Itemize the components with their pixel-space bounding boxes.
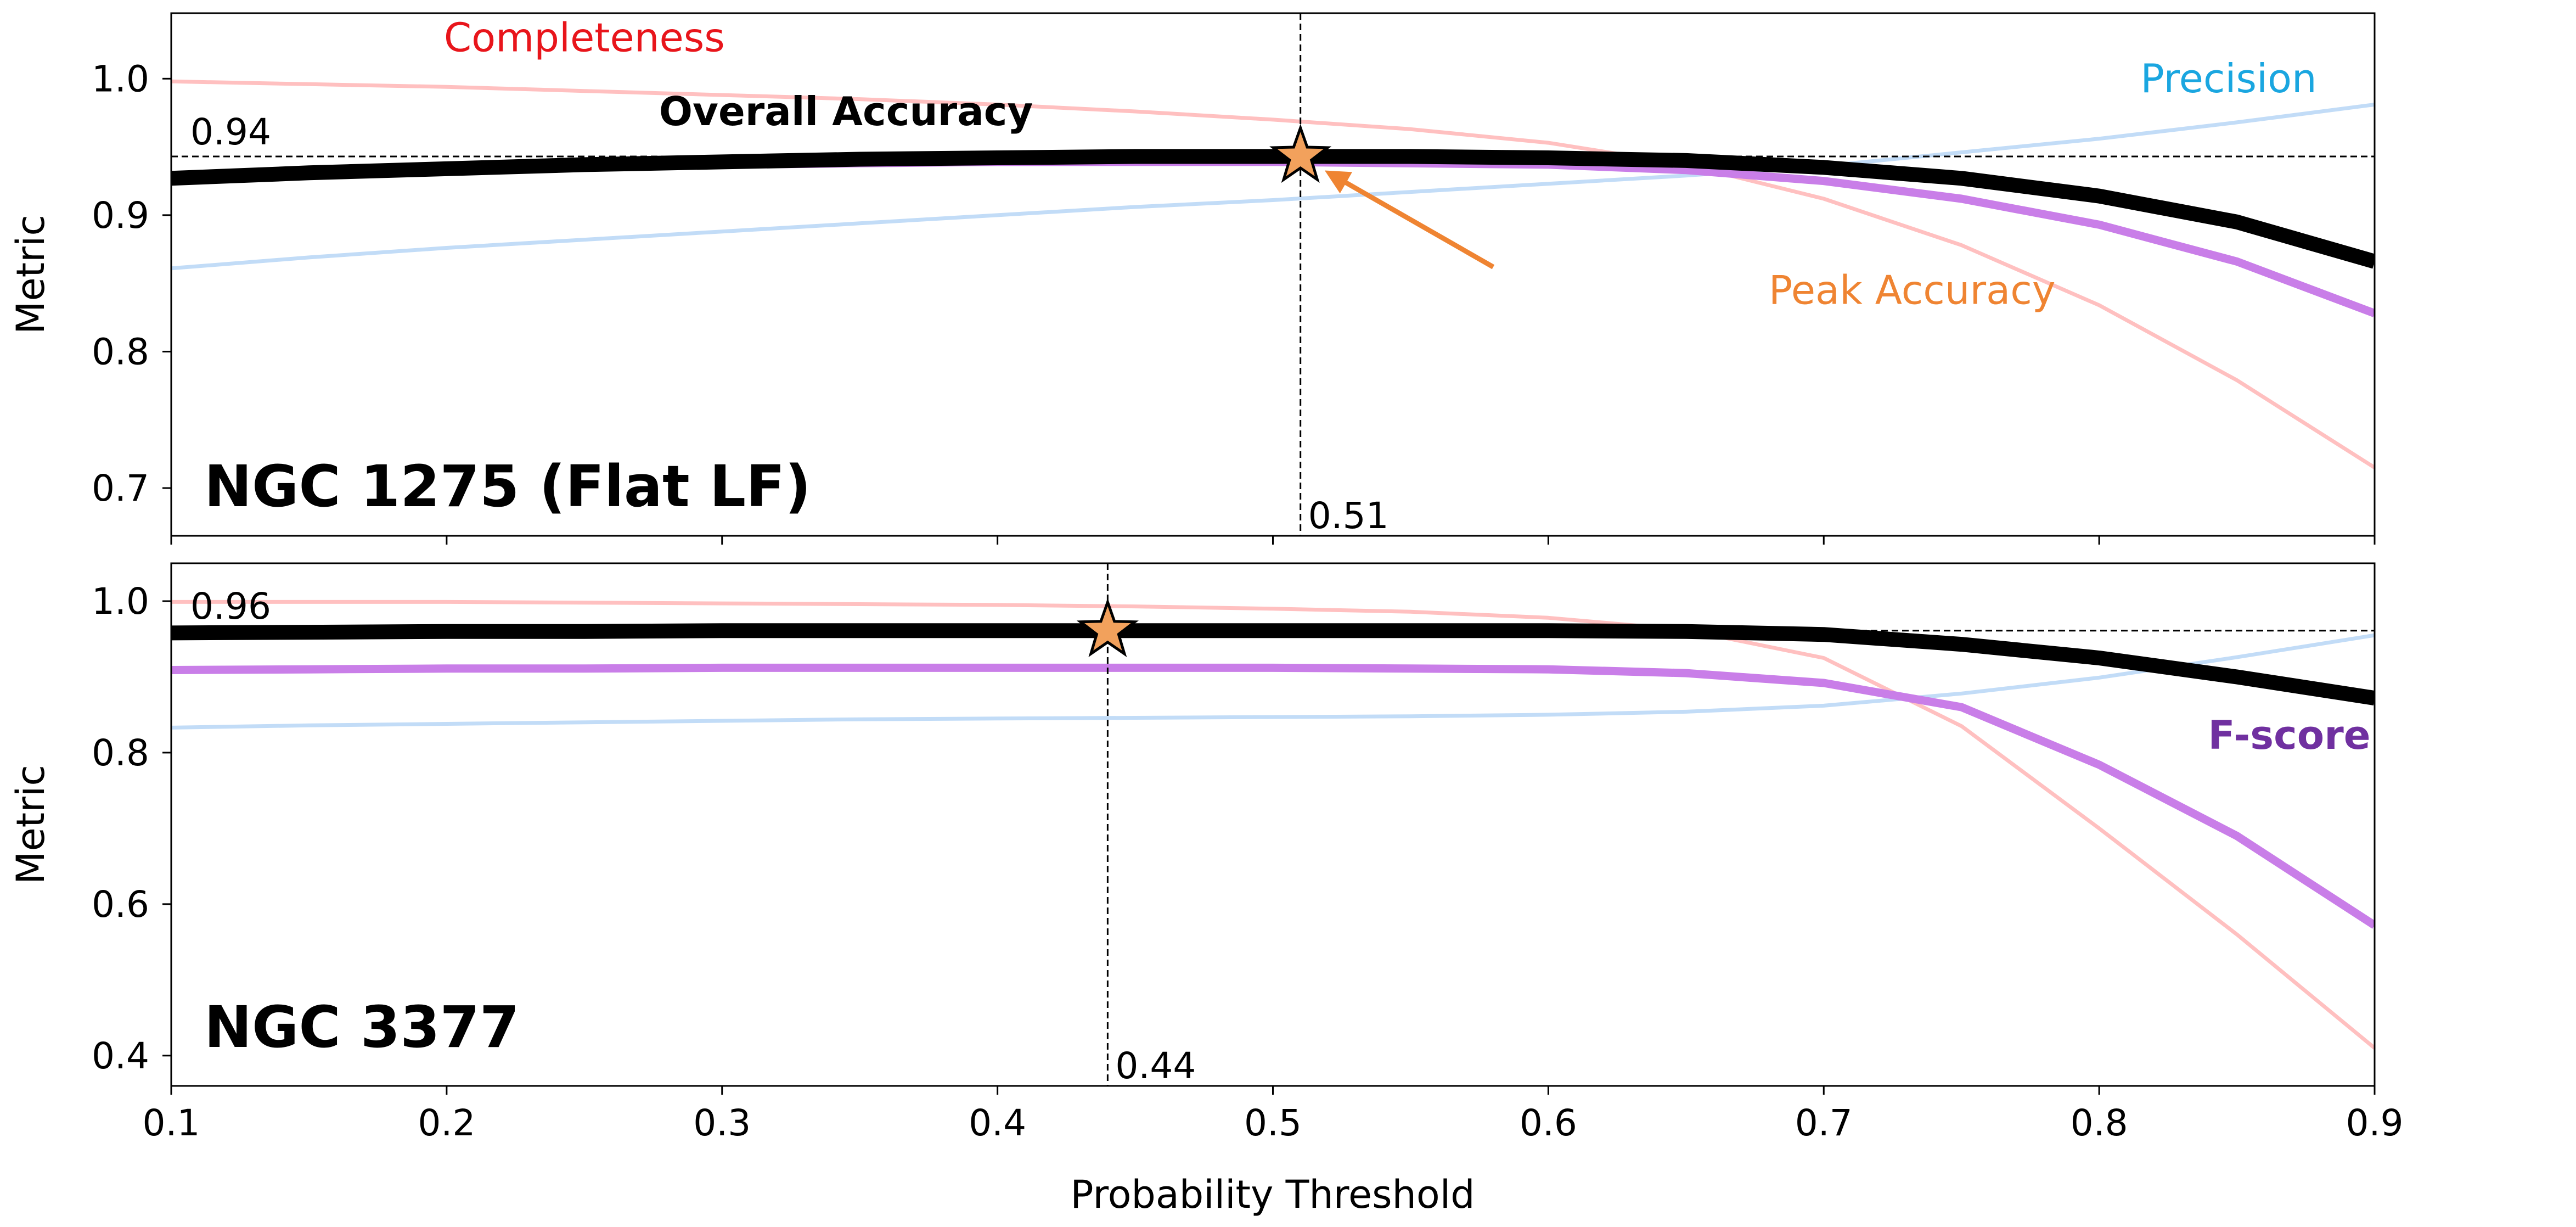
axes: 0.4 0.6 0.8 1.0 0.1 0.2 0.3 0.4 0.5 0.6 0.7 0.8 0.9 M… (8, 580, 2403, 1144)
panel-ngc3377: 0.960.44 0.40.60.81.00.1 0.2 0.3 0.4 0.5 0.6 0… (8, 562, 2403, 1144)
panel-title: NGC 1275 (Flat LF) (204, 453, 811, 520)
x-tick-label: 0.4 (969, 1102, 1026, 1144)
peak-guides: 0.94 0.51 (171, 13, 2375, 537)
peak-y-value: 0.94 (190, 111, 271, 153)
x-tick-label: 0.6 (1520, 1102, 1577, 1144)
y-tick-label: 0.6 (92, 883, 149, 926)
f-score-label: F-score (2208, 712, 2370, 758)
annotations: Completeness Overall Accuracy Precision … (444, 15, 2317, 313)
overall-accuracy-label: Overall Accuracy (659, 88, 1033, 135)
y-tick-label: 0.8 (92, 732, 149, 774)
peak-accuracy-label: Peak Accuracy (1769, 267, 2056, 313)
peak-y-value: 0.96 (190, 585, 271, 627)
series-group (171, 79, 2375, 469)
series-line-precision (171, 103, 2375, 271)
panel-ngc1275: 0.94 0.51 0.7 0.8 0.9 1.0 Metric Completeness… (8, 12, 2376, 545)
series-group (171, 600, 2375, 1050)
y-tick-label: 0.7 (92, 467, 149, 509)
series-line-completeness (171, 79, 2375, 469)
x-tick-label: 0.1 (143, 1102, 200, 1144)
y-tick-label: 1.0 (92, 580, 149, 623)
y-axis-label: Metric (8, 215, 53, 334)
x-tick-label: 0.3 (693, 1102, 751, 1144)
peak-star-marker (1076, 598, 1139, 658)
x-tick-label: 0.2 (418, 1102, 475, 1144)
axes: 0.7 0.8 0.9 1.0 Metric (8, 58, 2376, 545)
y-tick-label: 1.0 (92, 58, 149, 100)
y-axis-label: Metric (8, 765, 53, 884)
series-line-fscore (171, 663, 2375, 929)
completeness-label: Completeness (444, 15, 725, 61)
peak-guides: 0.96 0.44 (171, 563, 2375, 1087)
series-line-accuracy (171, 149, 2375, 269)
annotations: F-score (2208, 712, 2370, 758)
x-tick-label: 0.5 (1244, 1102, 1302, 1144)
series-line-precision (171, 633, 2375, 730)
x-tick-label: 0.7 (1795, 1102, 1853, 1144)
panel-title: NGC 3377 (204, 994, 519, 1061)
y-tick-label: 0.8 (92, 330, 149, 373)
series-line-completeness (171, 600, 2375, 1050)
x-tick-label: 0.8 (2071, 1102, 2128, 1144)
x-tick-label: 0.9 (2346, 1102, 2404, 1144)
y-tick-label: 0.9 (92, 194, 149, 237)
peak-star-marker (1269, 124, 1332, 183)
peak-arrow (1324, 170, 1495, 270)
y-tick-label: 0.4 (92, 1035, 149, 1077)
peak-x-value: 0.44 (1115, 1045, 1196, 1087)
precision-label: Precision (2140, 55, 2316, 102)
peak-x-value: 0.51 (1308, 495, 1389, 537)
x-axis-label: Probability Threshold (1070, 1172, 1475, 1217)
